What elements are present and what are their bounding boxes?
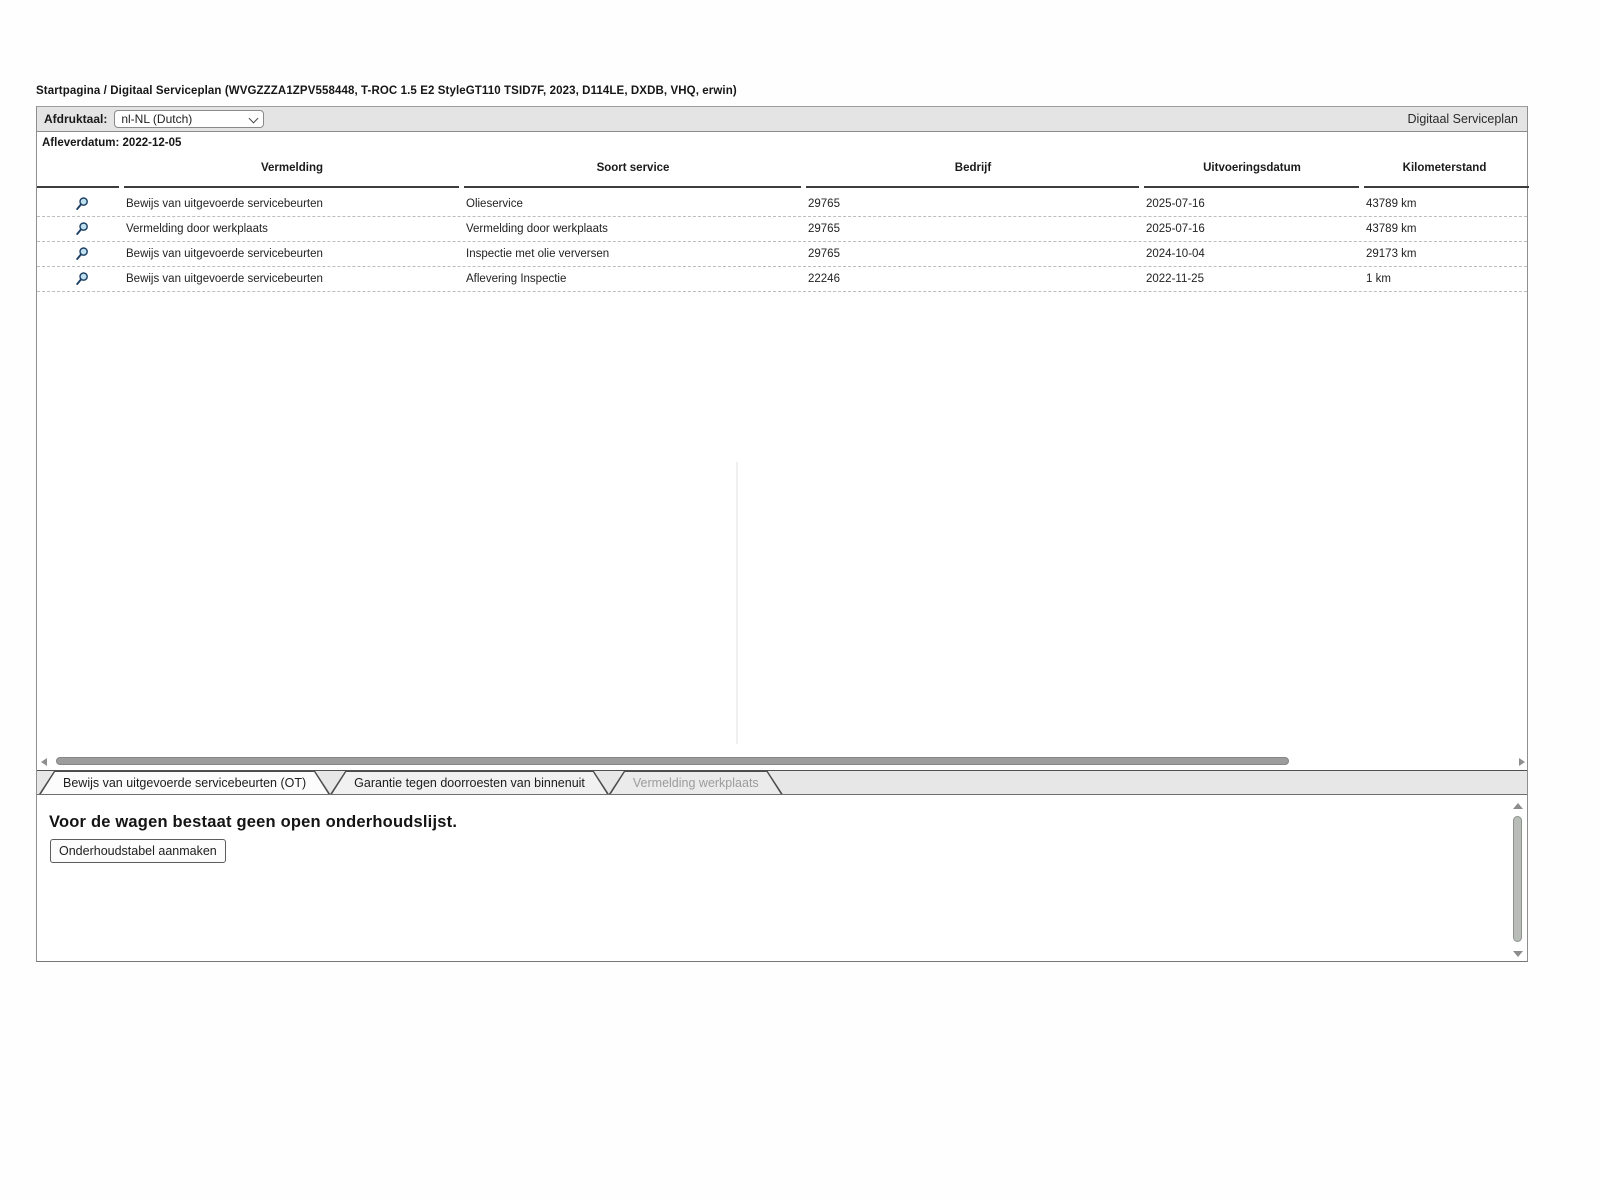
delivery-date: Afleverdatum: 2022-12-05 (42, 137, 181, 149)
cell-vermelding: Bewijs van uitgevoerde servicebeurten (126, 248, 323, 260)
header-underline (806, 186, 1139, 188)
tab-garantie-doorroesten[interactable]: Garantie tegen doorroesten van binnenuit (330, 771, 609, 794)
no-open-maintenance-message: Voor de wagen bestaat geen open onderhou… (49, 813, 458, 831)
table-row: Bewijs van uitgevoerde servicebeurten In… (37, 242, 1527, 267)
column-header-kilometerstand: Kilometerstand (1402, 162, 1487, 174)
maintenance-panel: Voor de wagen bestaat geen open onderhou… (37, 796, 1527, 961)
scroll-down-icon[interactable] (1513, 951, 1523, 957)
chevron-down-icon (249, 115, 257, 123)
table-body: Bewijs van uitgevoerde servicebeurten Ol… (37, 192, 1527, 292)
top-bar: Afdruktaal: nl-NL (Dutch) Digitaal Servi… (37, 106, 1527, 132)
magnifier-icon[interactable] (73, 195, 91, 213)
print-language-value: nl-NL (Dutch) (121, 112, 193, 126)
magnifier-icon[interactable] (73, 220, 91, 238)
row-icon-cell (37, 195, 122, 213)
tabs: Bewijs van uitgevoerde servicebeurten (O… (37, 771, 1527, 794)
tab-label: Bewijs van uitgevoerde servicebeurten (O… (41, 772, 328, 794)
delivery-date-label: Afleverdatum: (42, 137, 123, 149)
cell-bedrijf: 29765 (808, 223, 840, 235)
scroll-left-icon[interactable] (41, 758, 47, 766)
column-header-uitvoeringsdatum: Uitvoeringsdatum (1203, 162, 1301, 174)
row-icon-cell (37, 270, 122, 288)
cell-bedrijf: 22246 (808, 273, 840, 285)
column-header-icon (37, 162, 122, 180)
header-underline (124, 186, 459, 188)
column-header-soort-service: Soort service (596, 162, 670, 174)
magnifier-icon[interactable] (73, 245, 91, 263)
magnifier-icon[interactable] (73, 270, 91, 288)
horizontal-scrollbar-thumb[interactable] (56, 757, 1289, 765)
serviceplan-window: Afdruktaal: nl-NL (Dutch) Digitaal Servi… (36, 106, 1529, 962)
cell-kilometerstand: 43789 km (1366, 198, 1417, 210)
breadcrumb[interactable]: Startpagina / Digitaal Serviceplan (WVGZ… (36, 85, 737, 97)
cell-uitvoeringsdatum: 2025-07-16 (1146, 223, 1205, 235)
cell-vermelding: Bewijs van uitgevoerde servicebeurten (126, 273, 323, 285)
tab-label: Garantie tegen doorroesten van binnenuit (332, 772, 607, 794)
column-header-vermelding: Vermelding (261, 162, 323, 174)
header-underline (464, 186, 801, 188)
tab-label: Vermelding werkplaats (611, 772, 781, 794)
row-icon-cell (37, 220, 122, 238)
vertical-scrollbar[interactable] (1511, 796, 1524, 961)
horizontal-scrollbar[interactable] (37, 755, 1527, 770)
header-underline (1364, 186, 1529, 188)
tab-strip: Bewijs van uitgevoerde servicebeurten (O… (37, 770, 1527, 795)
print-language-label: Afdruktaal: (44, 112, 108, 126)
scroll-right-icon[interactable] (1519, 758, 1525, 766)
cell-vermelding: Vermelding door werkplaats (126, 223, 268, 235)
table-header-row: Vermelding Soort service Bedrijf Uitvoer… (37, 162, 1527, 180)
cell-soort-service: Olieservice (466, 198, 523, 210)
cell-soort-service: Aflevering Inspectie (466, 273, 567, 285)
delivery-date-value: 2022-12-05 (122, 137, 182, 149)
scan-fold-artifact (736, 462, 738, 744)
table-row: Vermelding door werkplaats Vermelding do… (37, 217, 1527, 242)
create-maintenance-table-button[interactable]: Onderhoudstabel aanmaken (50, 839, 226, 863)
row-icon-cell (37, 245, 122, 263)
tab-bewijs-servicebeurten[interactable]: Bewijs van uitgevoerde servicebeurten (O… (39, 771, 330, 794)
column-header-bedrijf: Bedrijf (954, 162, 992, 174)
cell-bedrijf: 29765 (808, 198, 840, 210)
cell-vermelding: Bewijs van uitgevoerde servicebeurten (126, 198, 323, 210)
cell-soort-service: Vermelding door werkplaats (466, 223, 608, 235)
header-underline (37, 186, 119, 188)
cell-kilometerstand: 1 km (1366, 273, 1391, 285)
print-language-select[interactable]: nl-NL (Dutch) (114, 110, 265, 128)
vertical-scrollbar-thumb[interactable] (1513, 816, 1522, 942)
scroll-up-icon[interactable] (1513, 803, 1523, 809)
cell-kilometerstand: 43789 km (1366, 223, 1417, 235)
cell-uitvoeringsdatum: 2022-11-25 (1146, 273, 1204, 285)
page-title: Digitaal Serviceplan (1407, 112, 1518, 126)
cell-soort-service: Inspectie met olie verversen (466, 248, 610, 260)
cell-uitvoeringsdatum: 2025-07-16 (1146, 198, 1205, 210)
table-row: Bewijs van uitgevoerde servicebeurten Af… (37, 267, 1527, 292)
cell-uitvoeringsdatum: 2024-10-04 (1146, 248, 1205, 260)
header-underline (1144, 186, 1359, 188)
cell-bedrijf: 29765 (808, 248, 840, 260)
tab-vermelding-werkplaats[interactable]: Vermelding werkplaats (609, 771, 783, 794)
table-row: Bewijs van uitgevoerde servicebeurten Ol… (37, 192, 1527, 217)
cell-kilometerstand: 29173 km (1366, 248, 1417, 260)
